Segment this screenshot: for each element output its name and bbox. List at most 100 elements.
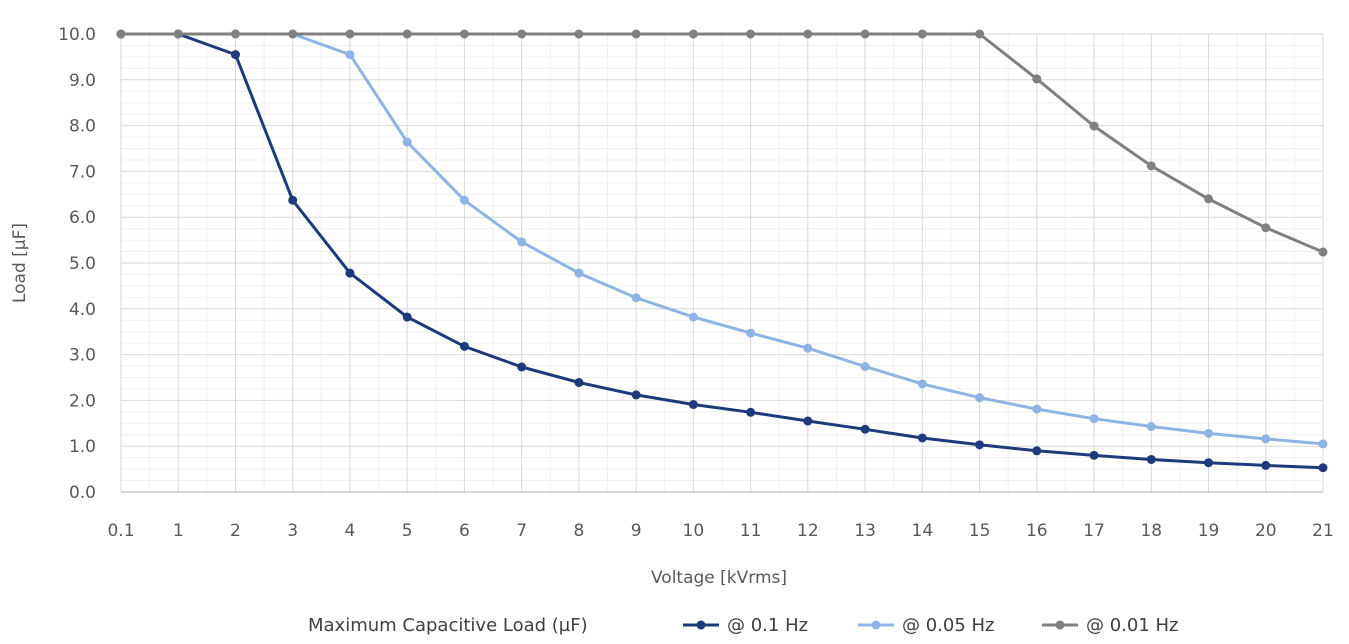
data-point [688, 312, 698, 322]
data-point [402, 29, 412, 39]
x-tick-label: 12 [797, 521, 819, 541]
data-point [1261, 434, 1271, 444]
data-point [1146, 161, 1156, 171]
data-point [288, 195, 298, 205]
data-point [1146, 422, 1156, 432]
data-point [1032, 446, 1042, 456]
data-point [688, 400, 698, 410]
y-tick-label: 8.0 [69, 117, 96, 137]
legend-swatch-marker [871, 620, 881, 630]
data-point [975, 440, 985, 450]
data-point [860, 424, 870, 434]
data-point [345, 50, 355, 60]
data-point [402, 312, 412, 322]
y-tick-label: 1.0 [69, 437, 96, 457]
legend-swatch-marker [696, 620, 706, 630]
data-point [746, 407, 756, 417]
legend: Maximum Capacitive Load (µF) @ 0.1 Hz @ 0… [308, 615, 1179, 636]
data-point [1318, 247, 1328, 257]
data-point [746, 328, 756, 338]
data-point [1204, 194, 1214, 204]
x-tick-label: 2 [230, 521, 241, 541]
data-point [459, 341, 469, 351]
data-point [917, 379, 927, 389]
x-tick-label: 13 [854, 521, 876, 541]
data-point [288, 29, 298, 39]
legend-entry-label: @ 0.01 Hz [1086, 615, 1179, 636]
y-tick-label: 0.0 [69, 483, 96, 503]
data-point [116, 29, 126, 39]
data-point [459, 195, 469, 205]
data-point [917, 433, 927, 443]
x-tick-label: 5 [402, 521, 413, 541]
data-point [459, 29, 469, 39]
legend-title: Maximum Capacitive Load (µF) [308, 615, 588, 636]
data-point [1089, 414, 1099, 424]
x-tick-label: 18 [1140, 521, 1162, 541]
data-point [1204, 428, 1214, 438]
data-point [860, 29, 870, 39]
series-lines [121, 32, 1324, 470]
data-point [975, 29, 985, 39]
data-point [517, 237, 527, 247]
y-tick-label: 9.0 [69, 71, 96, 91]
y-tick-label: 7.0 [69, 162, 96, 182]
minor-gridlines [121, 34, 1323, 492]
series-line-2 [121, 32, 1324, 254]
data-point [1089, 450, 1099, 460]
x-tick-label: 8 [573, 521, 584, 541]
data-point [345, 268, 355, 278]
x-tick-label: 9 [631, 521, 642, 541]
y-tick-labels: 0.0 1.0 2.0 3.0 4.0 5.0 6.0 7.0 8.0 9.0 10.0 [58, 25, 96, 503]
x-tick-label: 17 [1083, 521, 1105, 541]
x-tick-label: 7 [516, 521, 527, 541]
data-point [345, 29, 355, 39]
data-point [574, 29, 584, 39]
data-point [517, 362, 527, 372]
data-point [1204, 458, 1214, 468]
data-point [803, 416, 813, 426]
x-tick-label: 20 [1255, 521, 1277, 541]
data-point [975, 393, 985, 403]
data-point [688, 29, 698, 39]
x-tick-label: 6 [459, 521, 470, 541]
y-tick-label: 3.0 [69, 346, 96, 366]
legend-swatch-marker [1055, 620, 1065, 630]
x-tick-label: 21 [1312, 521, 1334, 541]
x-tick-label: 10 [683, 521, 705, 541]
data-point [517, 29, 527, 39]
x-tick-labels: 0.1 1 2 3 4 5 6 7 8 9 10 11 12 13 14 15 16 17 18 19 20 21 [107, 521, 1333, 541]
data-point [1032, 74, 1042, 84]
data-point [1032, 404, 1042, 414]
series-points [116, 29, 1328, 473]
y-tick-label: 6.0 [69, 208, 96, 228]
y-tick-label: 5.0 [69, 254, 96, 274]
data-point [1089, 121, 1099, 131]
y-axis-title: Load [µF] [10, 223, 30, 303]
x-axis-title: Voltage [kVrms] [651, 568, 787, 588]
x-tick-label: 14 [912, 521, 934, 541]
x-tick-label: 16 [1026, 521, 1048, 541]
x-tick-label: 19 [1198, 521, 1220, 541]
legend-entry-label: @ 0.1 Hz [727, 615, 808, 636]
x-tick-label: 3 [287, 521, 298, 541]
data-point [746, 29, 756, 39]
data-point [1318, 463, 1328, 473]
y-tick-label: 2.0 [69, 391, 96, 411]
x-tick-label: 11 [740, 521, 762, 541]
series-line-0 [121, 32, 1324, 470]
x-tick-label: 0.1 [107, 521, 134, 541]
data-point [574, 378, 584, 388]
data-point [402, 137, 412, 147]
x-tick-label: 15 [969, 521, 991, 541]
data-point [574, 268, 584, 278]
data-point [230, 50, 240, 60]
data-point [1261, 460, 1271, 470]
x-tick-label: 1 [173, 521, 184, 541]
data-point [631, 293, 641, 303]
data-point [631, 29, 641, 39]
legend-entry-label: @ 0.05 Hz [902, 615, 995, 636]
data-point [631, 390, 641, 400]
